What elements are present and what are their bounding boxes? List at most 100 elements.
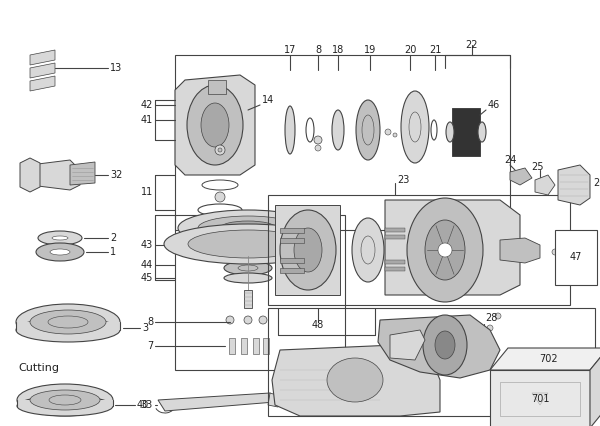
Text: 18: 18 — [332, 45, 344, 55]
Polygon shape — [268, 393, 280, 407]
Bar — [385, 228, 405, 232]
Bar — [452, 108, 480, 156]
Ellipse shape — [285, 106, 295, 154]
Ellipse shape — [17, 396, 113, 416]
Text: 19: 19 — [364, 45, 376, 55]
Text: 25: 25 — [532, 162, 544, 172]
Text: 1: 1 — [110, 247, 116, 257]
Polygon shape — [535, 175, 555, 195]
Text: 8: 8 — [315, 45, 321, 55]
Ellipse shape — [48, 316, 88, 328]
Bar — [280, 258, 304, 263]
Polygon shape — [385, 200, 520, 295]
Ellipse shape — [50, 249, 70, 255]
Bar — [175, 215, 345, 370]
Ellipse shape — [228, 252, 268, 264]
Text: 43: 43 — [141, 240, 153, 250]
Circle shape — [218, 148, 222, 152]
Ellipse shape — [407, 198, 483, 302]
Ellipse shape — [425, 220, 465, 280]
Circle shape — [315, 145, 321, 151]
Text: 3: 3 — [142, 323, 148, 333]
Ellipse shape — [478, 122, 486, 142]
Ellipse shape — [401, 91, 429, 163]
Polygon shape — [17, 400, 113, 406]
Polygon shape — [16, 322, 120, 330]
Bar — [241, 338, 247, 354]
Text: 8: 8 — [147, 317, 153, 327]
Bar — [280, 268, 304, 273]
Ellipse shape — [187, 85, 243, 165]
Circle shape — [457, 327, 463, 333]
Circle shape — [226, 316, 234, 324]
Ellipse shape — [280, 210, 336, 290]
Text: 7: 7 — [147, 341, 153, 351]
Text: 13: 13 — [110, 63, 122, 73]
Text: 45: 45 — [140, 273, 153, 283]
Text: 33: 33 — [141, 400, 153, 410]
Ellipse shape — [30, 310, 106, 334]
Ellipse shape — [164, 224, 332, 264]
Circle shape — [215, 145, 225, 155]
Text: 24: 24 — [504, 155, 516, 165]
Ellipse shape — [224, 261, 272, 275]
Polygon shape — [30, 63, 55, 78]
Ellipse shape — [17, 384, 113, 416]
Text: 22: 22 — [466, 40, 478, 50]
Ellipse shape — [294, 228, 322, 272]
Polygon shape — [490, 348, 600, 370]
Ellipse shape — [435, 331, 455, 359]
Text: 41: 41 — [141, 115, 153, 125]
Ellipse shape — [352, 218, 384, 282]
Circle shape — [559, 245, 565, 251]
Ellipse shape — [178, 210, 318, 246]
Bar — [385, 235, 405, 239]
Bar — [175, 55, 510, 230]
Polygon shape — [272, 345, 440, 416]
Polygon shape — [206, 228, 290, 245]
Text: 11: 11 — [141, 187, 153, 197]
Circle shape — [244, 316, 252, 324]
Text: 17: 17 — [284, 45, 296, 55]
Bar — [268, 195, 570, 305]
Ellipse shape — [201, 103, 229, 147]
Bar — [263, 338, 269, 354]
Ellipse shape — [52, 236, 68, 240]
Polygon shape — [510, 168, 532, 185]
Text: 40: 40 — [137, 400, 149, 410]
Circle shape — [385, 129, 391, 135]
Circle shape — [393, 133, 397, 137]
Polygon shape — [70, 162, 95, 185]
Text: 23: 23 — [397, 175, 409, 185]
Bar — [385, 260, 405, 264]
Circle shape — [472, 321, 478, 327]
Ellipse shape — [220, 221, 276, 235]
Circle shape — [259, 316, 267, 324]
Circle shape — [487, 325, 493, 331]
Bar — [385, 267, 405, 271]
Bar — [229, 338, 235, 354]
Ellipse shape — [446, 122, 454, 142]
Ellipse shape — [49, 395, 81, 405]
Circle shape — [467, 333, 473, 339]
Ellipse shape — [16, 304, 120, 340]
Bar — [555, 230, 597, 285]
Polygon shape — [20, 158, 40, 192]
Polygon shape — [158, 393, 275, 411]
Ellipse shape — [38, 231, 82, 245]
Text: 28: 28 — [485, 313, 497, 323]
Text: 47: 47 — [570, 252, 582, 262]
Polygon shape — [590, 348, 600, 426]
Bar — [268, 308, 595, 416]
Ellipse shape — [188, 230, 308, 258]
Polygon shape — [30, 76, 55, 91]
Polygon shape — [500, 238, 540, 263]
Text: 46: 46 — [488, 100, 500, 110]
Circle shape — [314, 136, 322, 144]
Text: 702: 702 — [539, 354, 559, 364]
Polygon shape — [30, 160, 80, 190]
Text: 32: 32 — [110, 170, 122, 180]
Text: 2: 2 — [110, 233, 116, 243]
Text: 42: 42 — [140, 100, 153, 110]
Ellipse shape — [224, 273, 272, 283]
